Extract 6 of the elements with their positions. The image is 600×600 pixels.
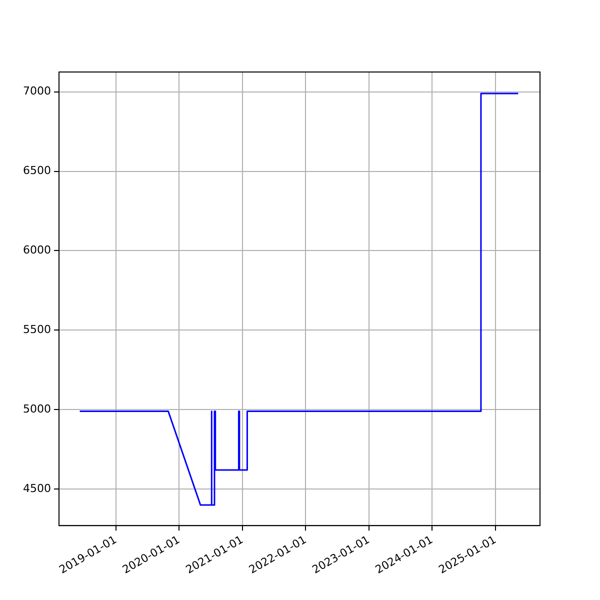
y-tick-label: 6000 [22, 244, 51, 257]
y-tick-label: 7000 [22, 84, 51, 98]
y-tick-label: 6500 [22, 164, 51, 178]
y-tick-label: 4500 [22, 482, 51, 495]
y-tick-label: 5500 [22, 323, 51, 336]
y-tick-label: 5000 [22, 402, 51, 416]
